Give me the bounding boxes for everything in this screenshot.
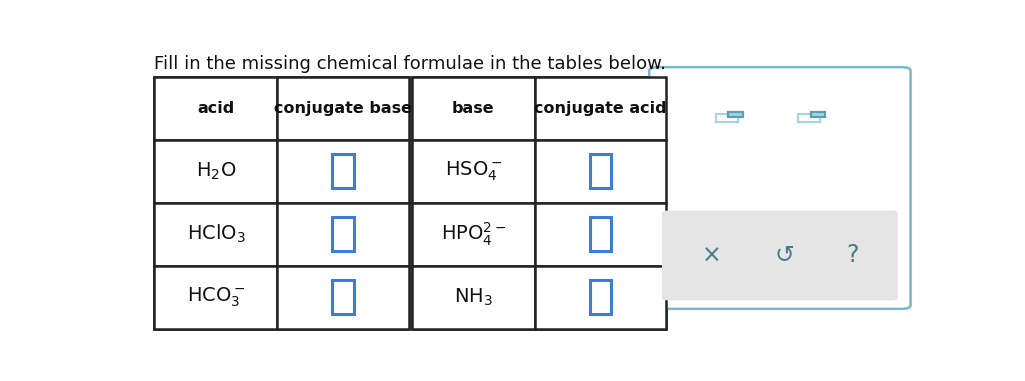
Bar [155,77,278,139]
Bar [798,114,820,122]
Text: acid: acid [197,101,235,115]
Bar [728,112,743,117]
Text: ?: ? [847,243,859,267]
Bar [589,217,611,251]
Text: conjugate acid: conjugate acid [534,101,666,115]
Bar [412,77,535,139]
Bar [155,139,278,203]
Text: $\mathrm{NH_3}$: $\mathrm{NH_3}$ [454,287,493,308]
Bar [535,77,666,139]
Bar [278,266,409,329]
Text: $\mathrm{HClO_3}$: $\mathrm{HClO_3}$ [187,223,245,245]
Bar [589,154,611,188]
Bar [811,112,825,117]
Bar [589,280,611,314]
Bar [278,139,409,203]
Bar [412,203,535,266]
Text: conjugate base: conjugate base [274,101,412,115]
Bar [155,266,278,329]
Bar [412,77,666,329]
Bar [535,139,666,203]
Bar [715,114,738,122]
FancyBboxPatch shape [649,67,910,309]
FancyBboxPatch shape [662,211,898,300]
Text: base: base [452,101,495,115]
Bar [278,77,409,139]
Bar [535,203,666,266]
Text: $\mathrm{HPO_4^{2-}}$: $\mathrm{HPO_4^{2-}}$ [441,221,506,248]
Bar [155,203,278,266]
Text: $\mathrm{H_2O}$: $\mathrm{H_2O}$ [196,160,236,182]
Bar [412,266,535,329]
Bar [278,203,409,266]
Bar [332,280,354,314]
Bar [332,154,354,188]
Text: $\mathrm{HSO_4^-}$: $\mathrm{HSO_4^-}$ [445,159,502,183]
Bar [535,266,666,329]
Bar [332,217,354,251]
Bar [412,139,535,203]
Text: Fill in the missing chemical formulae in the tables below.: Fill in the missing chemical formulae in… [155,54,666,72]
Text: ×: × [702,243,722,267]
Bar [155,77,409,329]
Text: $\mathrm{HCO_3^-}$: $\mathrm{HCO_3^-}$ [187,285,245,309]
Text: ↺: ↺ [775,243,794,267]
